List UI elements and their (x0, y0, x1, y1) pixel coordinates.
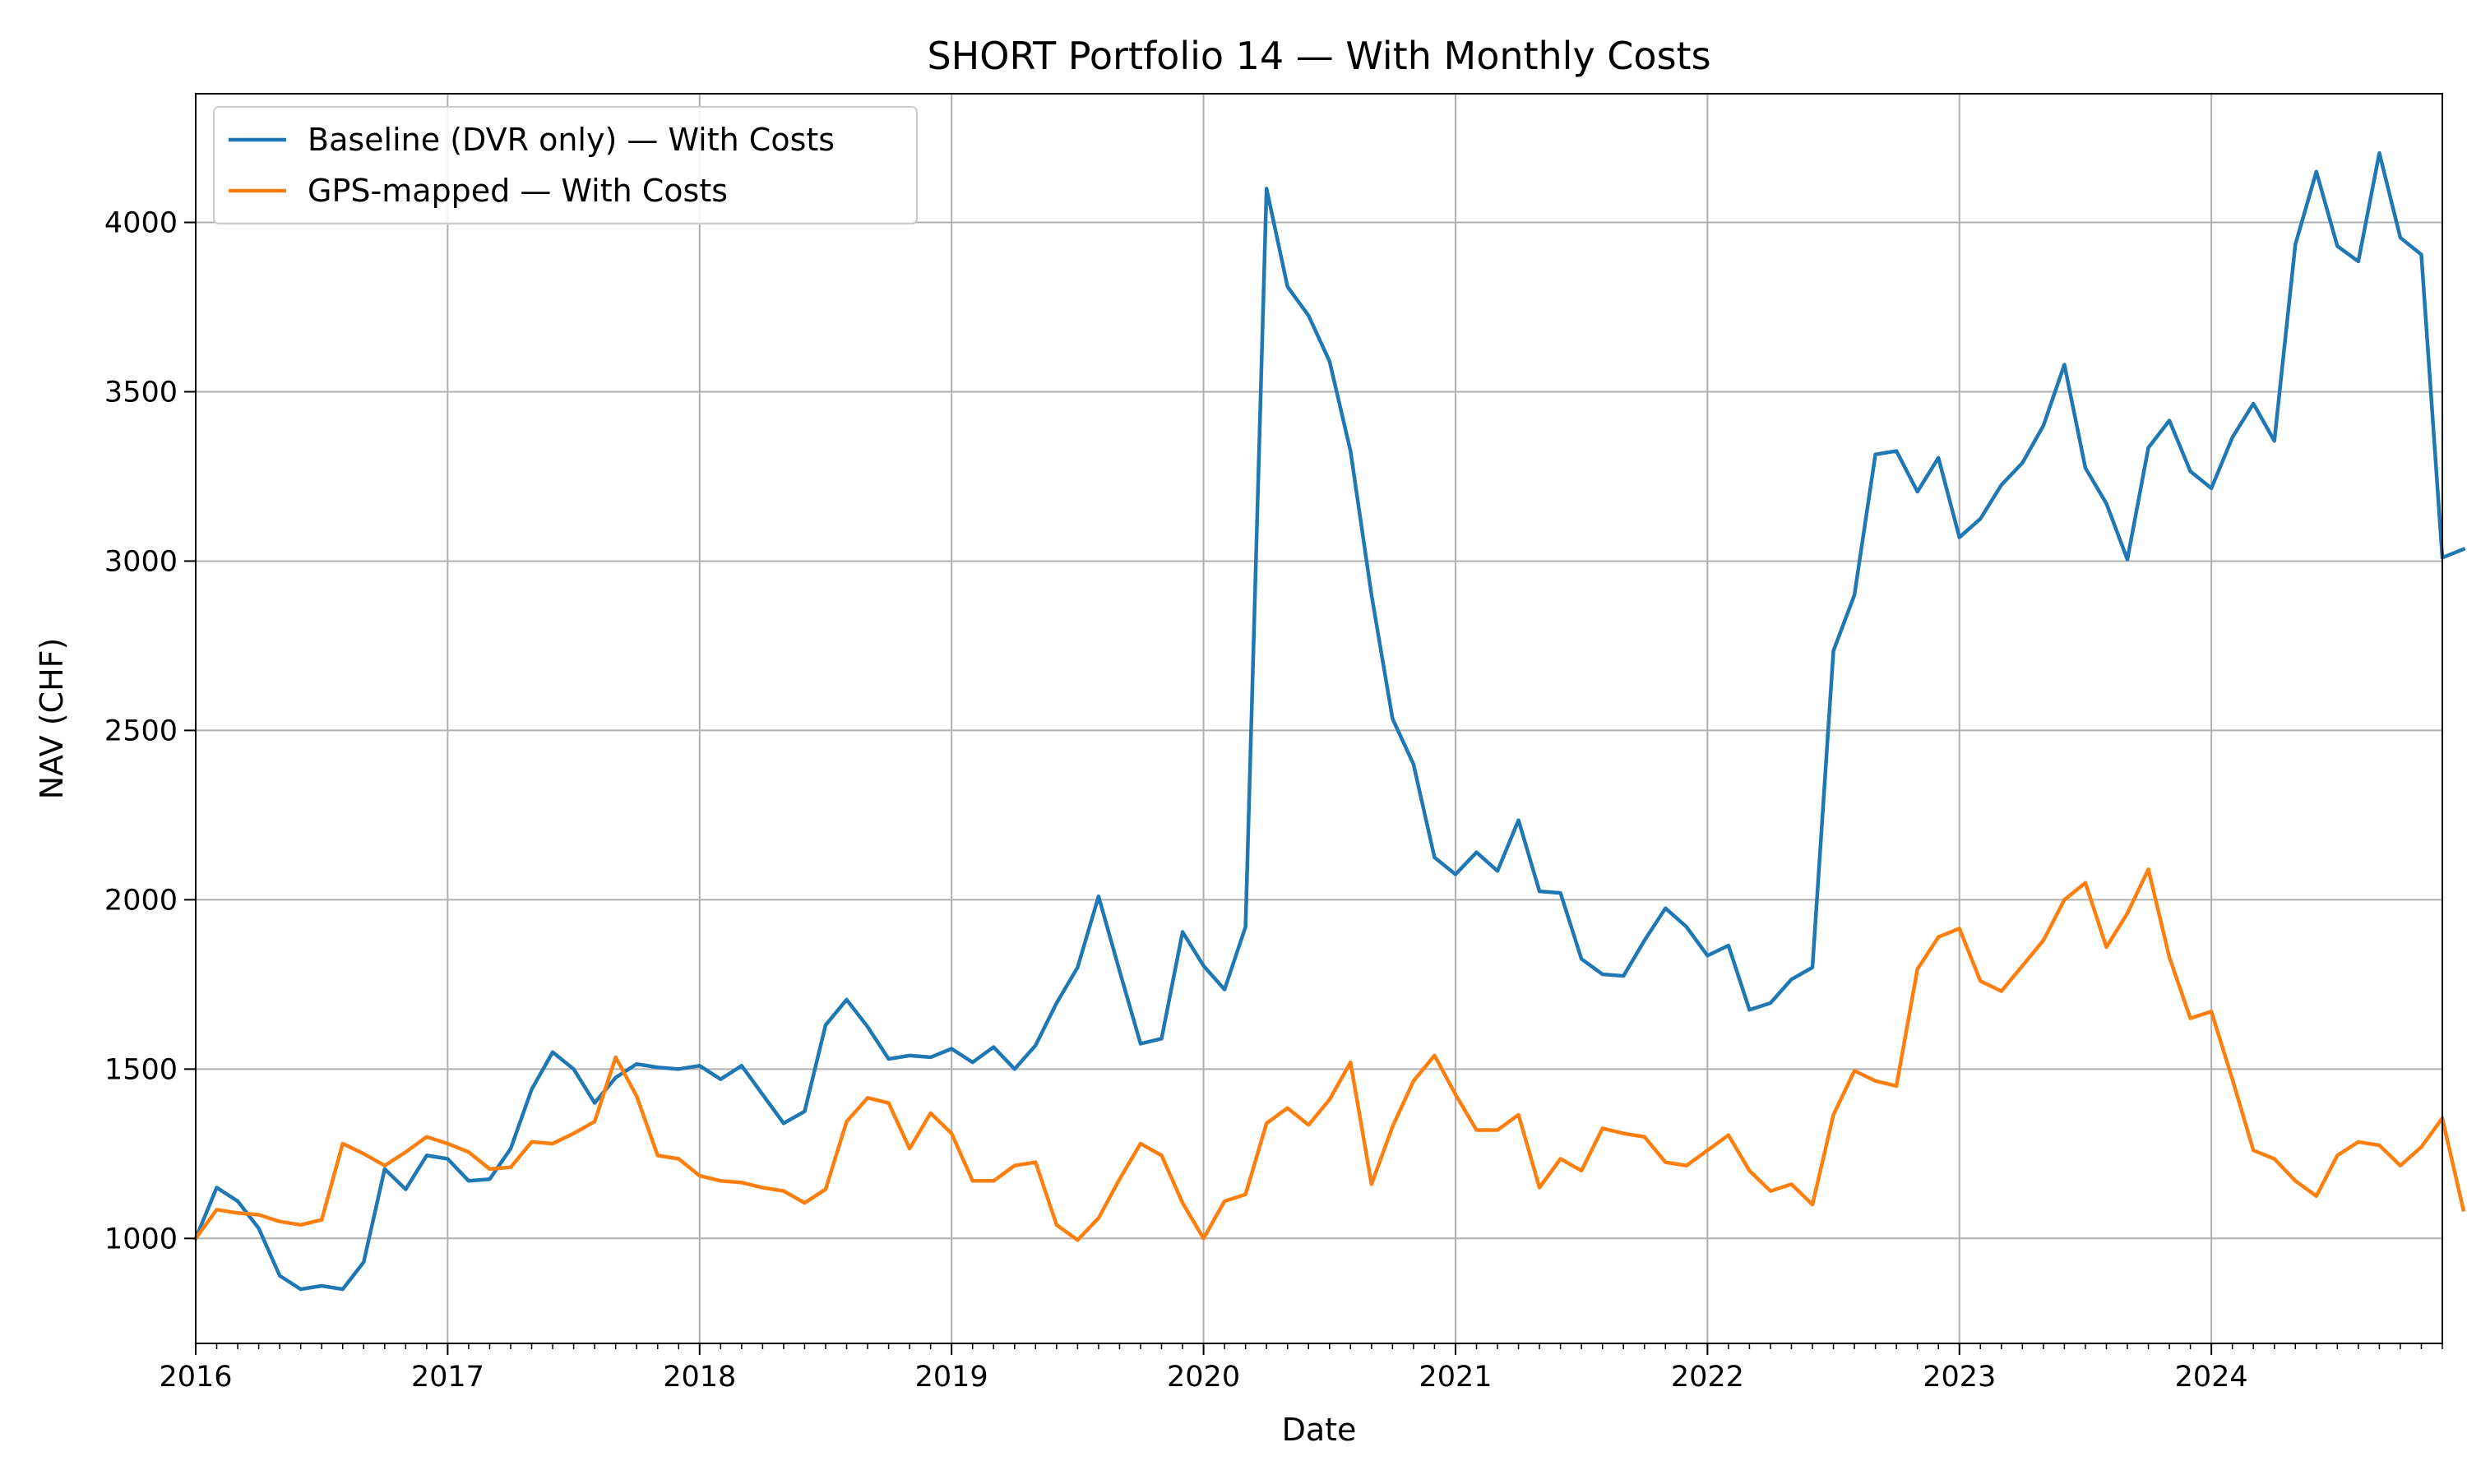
x-tick-label-2023: 2023 (1923, 1361, 1996, 1394)
y-tick-label-1000: 1000 (104, 1223, 178, 1255)
x-tick-label-2024: 2024 (2175, 1361, 2248, 1394)
x-tick-label-2022: 2022 (1671, 1361, 1744, 1394)
y-tick-label-1500: 1500 (104, 1053, 178, 1086)
plot-frame (195, 93, 2443, 1344)
grid-lines (195, 94, 2442, 1343)
series-line-baseline (193, 150, 2466, 1292)
series-line-gps-mapped (192, 867, 2466, 1242)
legend-box (213, 106, 918, 224)
x-tick-label-2019: 2019 (915, 1361, 988, 1394)
x-axis-label: Date (1282, 1412, 1357, 1448)
x-tick-label-2017: 2017 (411, 1361, 484, 1394)
legend-label-gps-mapped: GPS-mapped — With Costs (308, 173, 728, 209)
legend: Baseline (DVR only) — With Costs GPS-mapp… (213, 106, 918, 224)
x-tick-label-2016: 2016 (159, 1361, 232, 1394)
x-tick-label-2020: 2020 (1167, 1361, 1240, 1394)
axis-ticks: 2016 2017 2018 2019 2020 2021 2022 2023 2024 1000… (104, 207, 2443, 1394)
y-tick-label-2500: 2500 (104, 714, 178, 747)
y-tick-label-3000: 3000 (104, 545, 178, 578)
y-tick-label-4000: 4000 (104, 207, 178, 240)
series-lines (192, 150, 2466, 1292)
chart-title: SHORT Portfolio 14 — With Monthly Costs (927, 34, 1710, 78)
y-tick-label-2000: 2000 (104, 884, 178, 917)
legend-label-baseline: Baseline (DVR only) — With Costs (308, 122, 835, 158)
y-tick-label-3500: 3500 (104, 376, 178, 409)
x-tick-label-2018: 2018 (663, 1361, 736, 1394)
y-axis-label: NAV (CHF) (34, 638, 70, 800)
x-tick-label-2021: 2021 (1419, 1361, 1492, 1394)
